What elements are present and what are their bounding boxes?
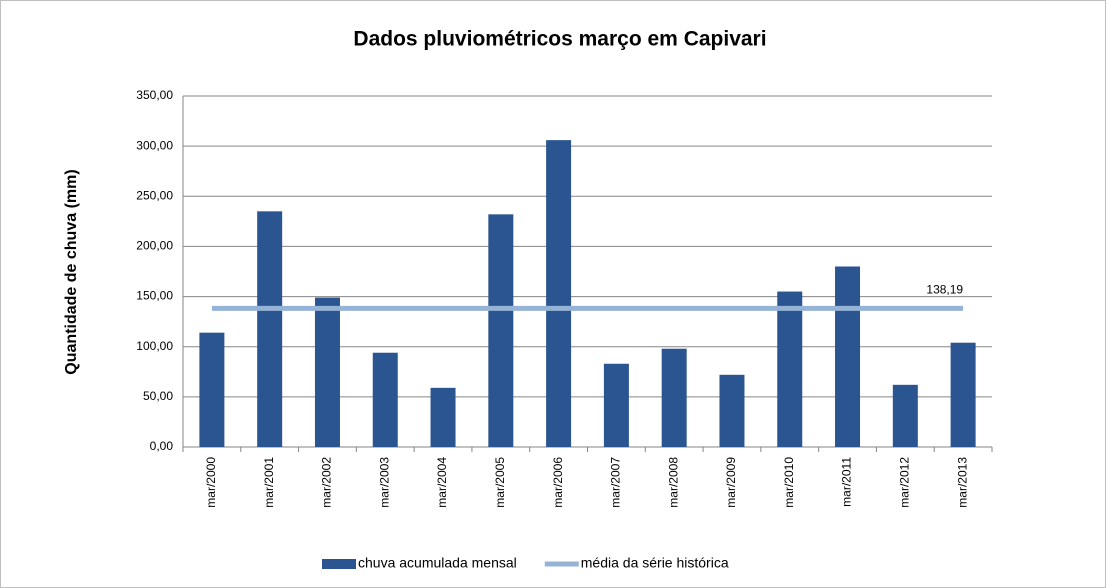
bar <box>488 214 514 447</box>
bar <box>603 363 629 447</box>
bar <box>199 332 225 447</box>
data-label: 138,19 <box>926 283 963 297</box>
bar <box>314 297 340 447</box>
y-tick-label: 250,00 <box>136 188 173 202</box>
y-axis-title: Quantidade de chuva (mm) <box>63 169 80 374</box>
bar <box>777 291 803 447</box>
legend-swatch <box>322 559 356 569</box>
y-tick-label: 150,00 <box>136 289 173 303</box>
x-tick-label: mar/2002 <box>320 457 334 508</box>
legend-label: chuva acumulada mensal <box>358 555 517 571</box>
x-tick-label: mar/2005 <box>493 457 507 508</box>
x-tick-label: mar/2001 <box>262 457 276 508</box>
y-tick-label: 0,00 <box>150 439 174 453</box>
x-tick-label: mar/2012 <box>897 457 911 508</box>
x-tick-label: mar/2011 <box>840 457 854 507</box>
bar <box>257 211 283 447</box>
x-tick-label: mar/2008 <box>666 457 680 508</box>
y-tick-label: 350,00 <box>136 88 173 102</box>
bar <box>372 352 398 447</box>
bar <box>546 140 572 447</box>
bar <box>950 342 976 447</box>
x-tick-label: mar/2006 <box>551 457 565 508</box>
x-tick-label: mar/2004 <box>435 457 449 508</box>
x-tick-label: mar/2010 <box>782 457 796 508</box>
bar <box>719 374 745 447</box>
x-tick-label: mar/2000 <box>204 457 218 508</box>
bar <box>430 387 456 447</box>
x-tick-label: mar/2013 <box>955 457 969 508</box>
y-tick-label: 100,00 <box>136 339 173 353</box>
y-tick-label: 50,00 <box>143 389 173 403</box>
bar <box>892 384 918 447</box>
bar <box>835 266 861 447</box>
y-tick-label: 200,00 <box>136 239 173 253</box>
chart-title: Dados pluviométricos março em Capivari <box>353 28 766 51</box>
x-tick-label: mar/2009 <box>724 457 738 508</box>
bar <box>661 348 687 447</box>
x-tick-label: mar/2007 <box>609 457 623 508</box>
x-tick-label: mar/2003 <box>377 457 391 508</box>
y-tick-label: 300,00 <box>136 138 173 152</box>
legend-label: média da série histórica <box>581 555 729 571</box>
